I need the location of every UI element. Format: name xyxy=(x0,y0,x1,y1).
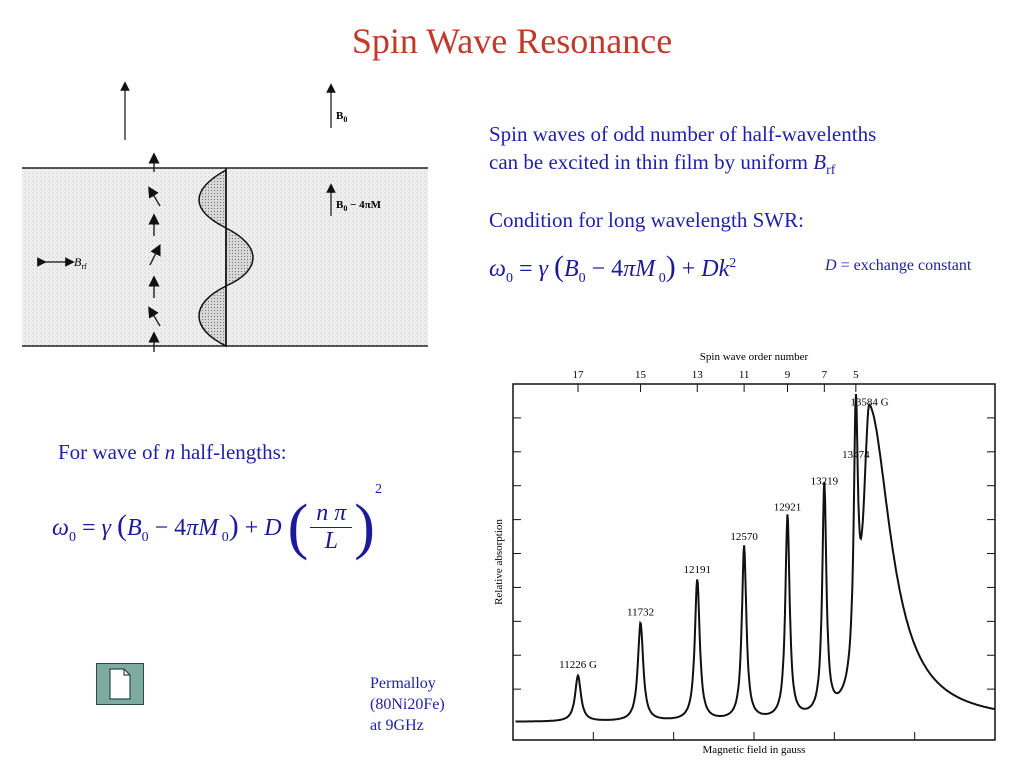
document-link-icon[interactable] xyxy=(96,663,144,705)
spin-wave-spectrum-chart: Spin wave order number 17 15 13 11 9 7 5 11226… xyxy=(493,351,996,756)
description-line2: can be excited in thin film by uniform B… xyxy=(489,150,836,179)
top-axis-tick-label: 9 xyxy=(785,369,791,381)
peak-label: 13584 G xyxy=(850,397,888,409)
absorption-curve xyxy=(515,393,996,723)
top-axis-tick-label: 7 xyxy=(822,369,828,381)
spin-arrows xyxy=(148,152,161,352)
peak-label: 12921 xyxy=(774,502,802,514)
chart-ylabel: Relative absorption xyxy=(493,519,505,605)
slide-title: Spin Wave Resonance xyxy=(351,21,673,61)
peak-label: 12191 xyxy=(684,564,712,576)
b0-label: B0 xyxy=(336,110,347,124)
description-line1: Spin waves of odd number of half-wavelen… xyxy=(489,122,877,146)
exchange-note: D = exchange constant xyxy=(825,257,972,274)
top-axis-tick-label: 17 xyxy=(573,369,585,381)
top-axis-tick-label: 13 xyxy=(692,369,704,381)
condition-label: Condition for long wavelength SWR: xyxy=(489,208,804,232)
top-axis-tick-label: 5 xyxy=(853,369,859,381)
peak-label: 13219 xyxy=(811,475,839,487)
thin-film-diagram: B0 B0 − 4πM Brf xyxy=(22,81,428,352)
chart-frame xyxy=(512,383,996,741)
peak-label: 11226 G xyxy=(559,659,597,671)
peak-label: 13474 xyxy=(842,449,870,461)
peak-label: 11732 xyxy=(627,607,654,619)
chart-xlabel: Magnetic field in gauss xyxy=(703,744,806,756)
peak-label: 12570 xyxy=(730,531,758,543)
rf-label: Brf xyxy=(74,255,87,271)
sample-info: Permalloy (80Ni20Fe) at 9GHz xyxy=(370,675,445,734)
top-axis-tick-label: 15 xyxy=(635,369,647,381)
wave-n-label: For wave of n half-lengths: xyxy=(58,440,287,464)
swr-equation: ω0 = γ (B0 − 4πM 0) + Dk2 xyxy=(489,250,737,286)
n-half-length-equation: ω0 = γ (B0 − 4πM 0) + D ( n π L ) 2 xyxy=(52,482,382,561)
chart-top-title: Spin wave order number xyxy=(700,351,809,363)
top-axis-tick-label: 11 xyxy=(739,369,750,381)
internal-field-label: B0 − 4πM xyxy=(336,199,382,213)
description: Spin waves of odd number of half-wavelen… xyxy=(489,120,876,185)
